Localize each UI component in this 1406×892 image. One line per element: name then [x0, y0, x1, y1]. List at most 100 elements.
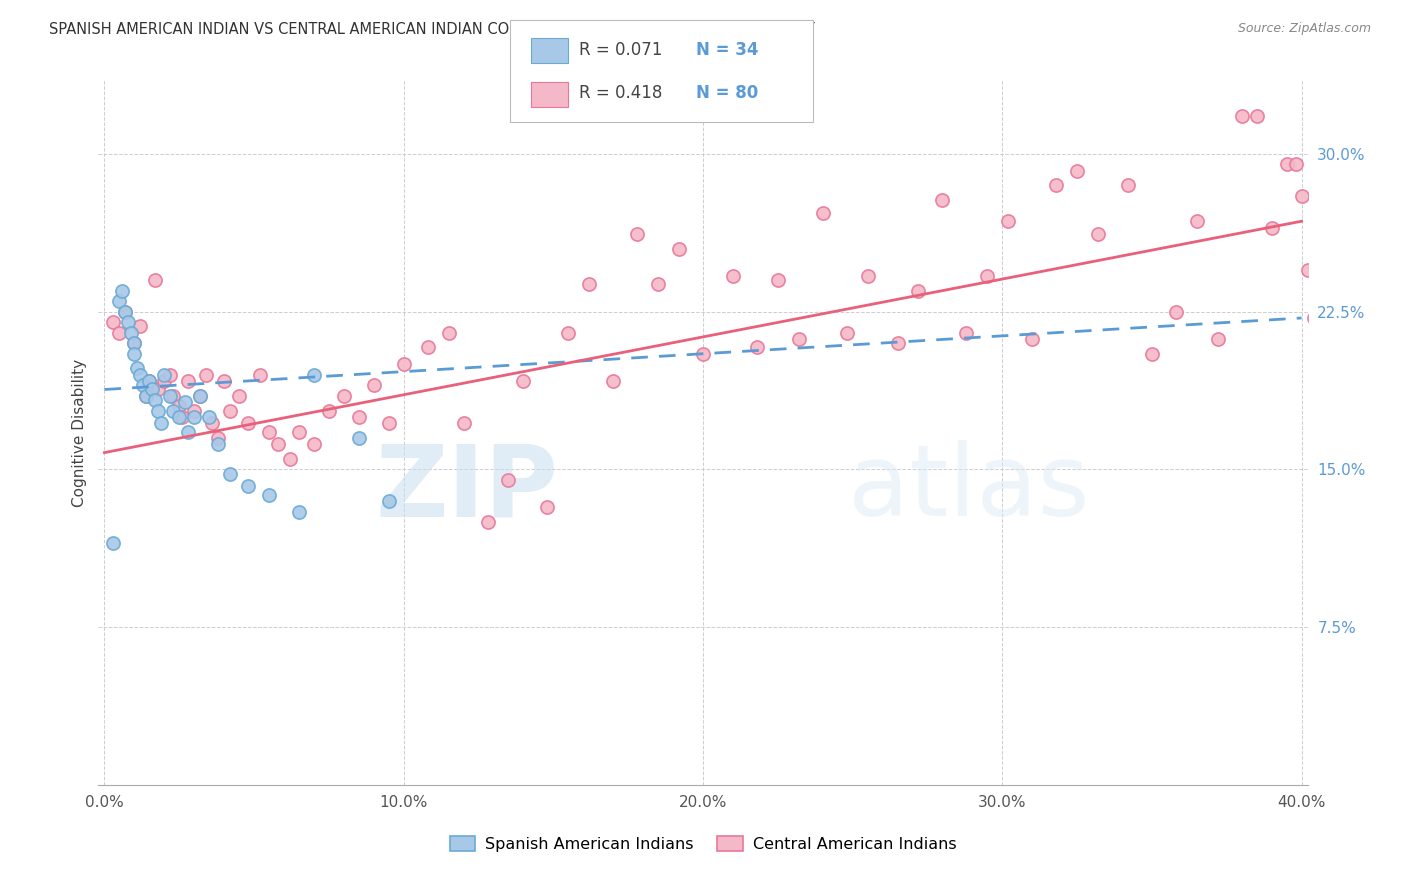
Point: [602, 374, 624, 388]
Text: N = 80: N = 80: [696, 85, 758, 103]
Point: [647, 277, 669, 292]
Point: [377, 494, 399, 508]
Point: [124, 336, 146, 351]
Point: [1045, 178, 1067, 193]
Point: [236, 416, 259, 430]
Point: [1021, 332, 1043, 346]
Text: N = 34: N = 34: [696, 41, 758, 59]
Point: [236, 479, 259, 493]
Text: SPANISH AMERICAN INDIAN VS CENTRAL AMERICAN INDIAN COGNITIVE DISABILITY CORRELAT: SPANISH AMERICAN INDIAN VS CENTRAL AMERI…: [49, 22, 815, 37]
Point: [1296, 262, 1319, 277]
Point: [437, 326, 460, 340]
Point: [219, 467, 242, 481]
Point: [135, 389, 157, 403]
Point: [129, 368, 152, 382]
Point: [692, 347, 714, 361]
Point: [207, 431, 229, 445]
Point: [1185, 214, 1208, 228]
Point: [766, 273, 789, 287]
Point: [167, 400, 190, 414]
Point: [159, 368, 181, 382]
Point: [257, 425, 280, 439]
Point: [278, 451, 301, 466]
Point: [177, 425, 200, 439]
Y-axis label: Cognitive Disability: Cognitive Disability: [72, 359, 87, 507]
Point: [318, 403, 340, 417]
Point: [267, 437, 290, 451]
Point: [1206, 332, 1229, 346]
Point: [288, 504, 311, 518]
Point: [114, 304, 136, 318]
Point: [195, 368, 218, 382]
Point: [148, 383, 170, 397]
Legend: Spanish American Indians, Central American Indians: Spanish American Indians, Central Americ…: [443, 830, 963, 858]
Point: [103, 315, 125, 329]
Point: [167, 409, 190, 424]
Point: [931, 193, 953, 207]
Point: [1284, 157, 1306, 171]
Point: [453, 416, 475, 430]
Point: [1246, 109, 1268, 123]
Point: [907, 284, 929, 298]
Point: [228, 389, 250, 403]
Point: [347, 409, 370, 424]
Point: [124, 347, 146, 361]
Point: [856, 268, 879, 283]
Text: ZIP: ZIP: [375, 441, 558, 538]
Point: [159, 389, 181, 403]
Point: [288, 425, 311, 439]
Point: [150, 416, 173, 430]
Point: [1066, 163, 1088, 178]
Point: [416, 340, 439, 354]
Point: [153, 374, 176, 388]
Point: [219, 403, 242, 417]
Point: [201, 416, 224, 430]
Point: [997, 214, 1019, 228]
Point: [174, 395, 197, 409]
Point: [668, 242, 690, 256]
Point: [148, 403, 170, 417]
Point: [976, 268, 998, 283]
Point: [955, 326, 977, 340]
Point: [127, 361, 149, 376]
Point: [578, 277, 600, 292]
Point: [198, 409, 221, 424]
Point: [138, 374, 160, 388]
Point: [721, 268, 744, 283]
Point: [626, 227, 648, 241]
Point: [129, 319, 152, 334]
Text: atlas: atlas: [848, 441, 1090, 538]
Point: [124, 336, 146, 351]
Point: [183, 409, 205, 424]
Point: [347, 431, 370, 445]
Point: [177, 374, 200, 388]
Point: [141, 383, 163, 397]
Point: [183, 403, 205, 417]
Point: [188, 389, 211, 403]
Point: [1275, 157, 1298, 171]
Point: [138, 374, 160, 388]
Point: [787, 332, 810, 346]
Point: [111, 284, 134, 298]
Text: Source: ZipAtlas.com: Source: ZipAtlas.com: [1237, 22, 1371, 36]
Point: [1087, 227, 1109, 241]
Point: [103, 536, 125, 550]
Point: [811, 206, 834, 220]
Point: [302, 437, 325, 451]
Point: [333, 389, 356, 403]
Point: [1164, 304, 1187, 318]
Point: [249, 368, 271, 382]
Point: [162, 403, 184, 417]
Point: [212, 374, 235, 388]
Text: R = 0.418: R = 0.418: [579, 85, 662, 103]
Point: [557, 326, 579, 340]
Point: [188, 389, 211, 403]
Point: [1140, 347, 1163, 361]
Point: [498, 473, 520, 487]
Point: [132, 378, 155, 392]
Point: [1302, 310, 1324, 325]
Point: [172, 409, 194, 424]
Point: [120, 326, 142, 340]
Point: [135, 389, 157, 403]
Point: [377, 416, 399, 430]
